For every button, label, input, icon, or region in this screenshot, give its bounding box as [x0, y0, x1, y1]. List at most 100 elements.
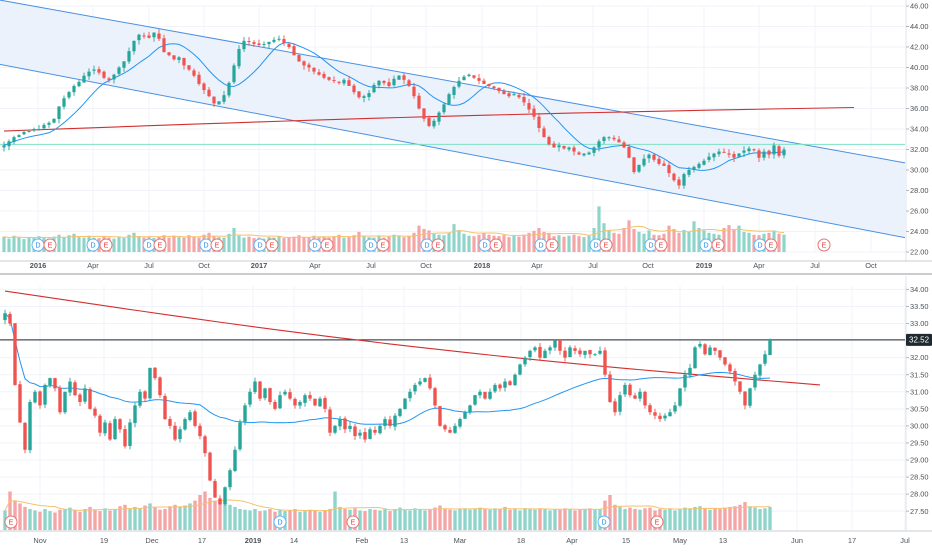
- svg-text:E: E: [716, 243, 721, 250]
- price-tick-label: 34.00: [910, 285, 929, 294]
- earnings-marker[interactable]: E: [153, 238, 167, 252]
- candle: [438, 406, 442, 427]
- candle: [733, 368, 737, 386]
- price-tick-label: 30.00: [910, 421, 929, 430]
- earnings-marker[interactable]: E: [650, 515, 664, 529]
- candle: [717, 148, 721, 157]
- earnings-marker[interactable]: E: [489, 238, 503, 252]
- time-tick-label: Apr: [566, 536, 578, 545]
- top-price-axis[interactable]: 46.00 44.00 42.00 40.00 38.00 36.00 34.00 32.00…: [906, 2, 929, 257]
- dividend-marker[interactable]: D: [478, 238, 492, 252]
- earnings-marker[interactable]: E: [764, 238, 778, 252]
- earnings-marker[interactable]: E: [376, 238, 390, 252]
- dividend-marker[interactable]: D: [86, 238, 100, 252]
- svg-text:D: D: [703, 243, 708, 250]
- candle: [543, 348, 547, 359]
- dividend-marker[interactable]: D: [420, 238, 434, 252]
- earnings-marker[interactable]: E: [265, 238, 279, 252]
- earnings-marker[interactable]: E: [711, 238, 725, 252]
- dividend-marker[interactable]: D: [534, 238, 548, 252]
- dividend-marker[interactable]: D: [199, 238, 213, 252]
- earnings-marker[interactable]: E: [4, 515, 18, 529]
- candle: [532, 105, 536, 120]
- time-tick-label: Apr: [87, 261, 99, 270]
- earnings-marker[interactable]: E: [99, 238, 113, 252]
- candle: [168, 416, 172, 429]
- svg-text:E: E: [550, 243, 555, 250]
- candle: [353, 423, 357, 441]
- earnings-marker[interactable]: E: [817, 238, 831, 252]
- volume-bar: [517, 236, 521, 252]
- bottom-price-axis[interactable]: 34.0033.5033.0032.5032.0031.5031.0030.50…: [906, 285, 929, 516]
- volume-bar: [697, 228, 701, 252]
- dividend-marker[interactable]: D: [699, 238, 713, 252]
- candle: [302, 60, 306, 70]
- dividend-marker[interactable]: D: [142, 238, 156, 252]
- volume-bar: [237, 235, 241, 252]
- candle: [388, 415, 392, 429]
- dividend-marker[interactable]: D: [253, 238, 267, 252]
- earnings-marker[interactable]: E: [346, 515, 360, 529]
- volume-bar: [363, 511, 367, 530]
- dividend-marker[interactable]: D: [597, 515, 611, 529]
- candle: [647, 153, 651, 163]
- channel-upper-line[interactable]: [0, 0, 906, 164]
- dividend-marker[interactable]: D: [753, 238, 767, 252]
- candle: [303, 393, 307, 407]
- svg-text:D: D: [257, 243, 262, 250]
- candle: [393, 413, 397, 431]
- candle: [628, 383, 632, 398]
- candle: [703, 343, 707, 356]
- earnings-marker[interactable]: E: [210, 238, 224, 252]
- volume-bar: [723, 507, 727, 530]
- volume-bar: [748, 506, 752, 530]
- svg-text:E: E: [436, 243, 441, 250]
- price-tick-label: 24.00: [910, 227, 929, 236]
- volume-bar: [433, 507, 437, 530]
- top-time-axis[interactable]: 2016 Apr Jul Oct 2017 Apr Jul Oct 2018 Apr Jul Oct 2…: [30, 261, 877, 270]
- channel-lower-line[interactable]: [0, 63, 906, 239]
- candle: [102, 70, 106, 80]
- dividend-marker[interactable]: D: [308, 238, 322, 252]
- time-tick-label: Jul: [366, 261, 376, 270]
- bottom-time-axis[interactable]: Nov 19 Dec 17 2019 14 Feb 13 Mar 18 Apr 15 May 13 Jun 1…: [33, 536, 910, 545]
- price-tick-label: 44.00: [910, 22, 929, 31]
- time-tick-label: 17: [848, 536, 856, 545]
- svg-text:D: D: [424, 243, 429, 250]
- candle: [148, 367, 152, 400]
- candle: [493, 383, 497, 394]
- earnings-marker[interactable]: E: [599, 238, 613, 252]
- earnings-marker[interactable]: E: [545, 238, 559, 252]
- earnings-marker[interactable]: E: [43, 238, 57, 252]
- candle: [662, 160, 666, 167]
- volume-bar: [83, 509, 87, 530]
- earnings-marker[interactable]: E: [320, 238, 334, 252]
- candle: [417, 92, 421, 110]
- candle: [33, 389, 37, 404]
- volume-bar: [88, 506, 92, 530]
- svg-text:E: E: [659, 243, 664, 250]
- volume-bar: [223, 499, 227, 530]
- dividend-marker[interactable]: D: [31, 238, 45, 252]
- candle: [527, 98, 531, 114]
- volume-bar: [548, 510, 552, 530]
- earnings-marker[interactable]: E: [654, 238, 668, 252]
- volume-bar: [318, 511, 322, 530]
- volume-bar: [478, 507, 482, 530]
- volume-bar: [467, 235, 471, 252]
- dividend-marker[interactable]: D: [364, 238, 378, 252]
- candle: [278, 391, 282, 409]
- candle: [762, 148, 766, 161]
- earnings-marker[interactable]: E: [431, 238, 445, 252]
- candle: [17, 134, 21, 138]
- svg-text:E: E: [351, 520, 356, 527]
- volume-bar: [623, 509, 627, 530]
- dividend-marker[interactable]: D: [273, 515, 287, 529]
- candle: [268, 387, 272, 405]
